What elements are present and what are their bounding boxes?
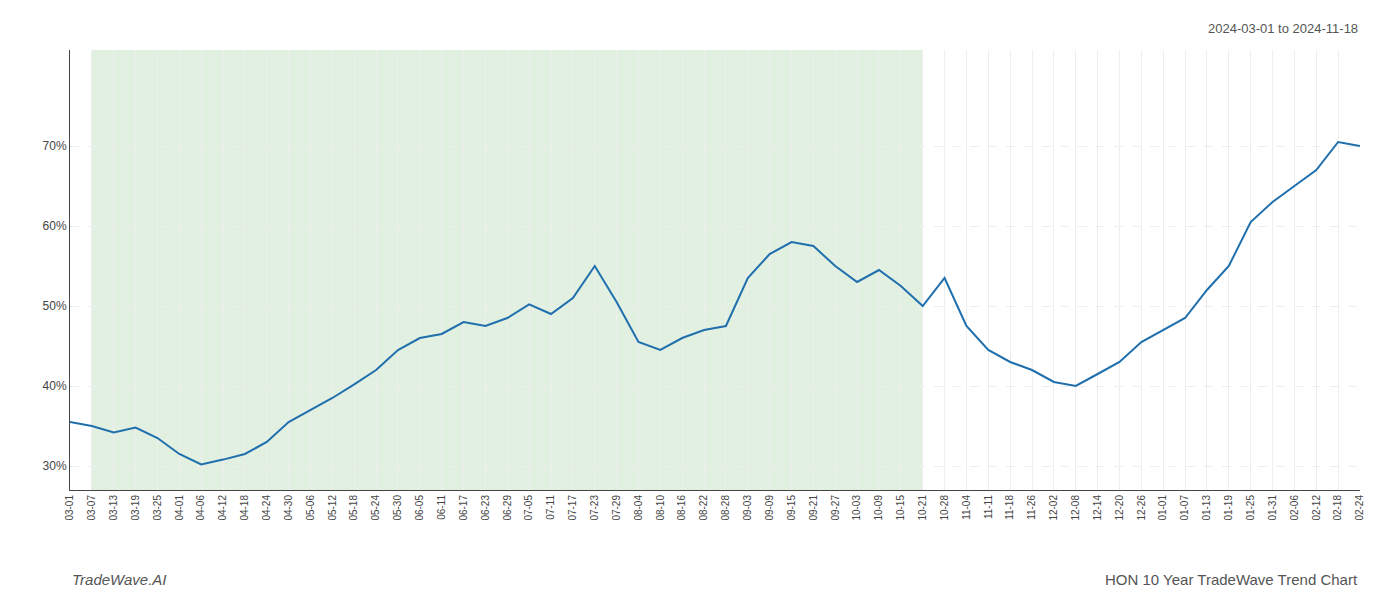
svg-text:12-26: 12-26	[1136, 495, 1147, 521]
svg-text:03-01: 03-01	[64, 495, 75, 521]
svg-text:08-28: 08-28	[720, 495, 731, 521]
svg-text:08-10: 08-10	[655, 495, 666, 521]
svg-text:12-14: 12-14	[1092, 495, 1103, 521]
svg-text:70%: 70%	[43, 139, 67, 153]
svg-text:09-21: 09-21	[808, 495, 819, 521]
svg-text:11-18: 11-18	[1004, 495, 1015, 520]
svg-text:50%: 50%	[43, 299, 67, 313]
svg-text:06-23: 06-23	[480, 495, 491, 521]
svg-text:05-06: 05-06	[305, 495, 316, 521]
svg-text:12-20: 12-20	[1114, 495, 1125, 521]
svg-text:10-09: 10-09	[873, 495, 884, 521]
svg-text:11-11: 11-11	[983, 495, 994, 520]
svg-text:10-03: 10-03	[851, 495, 862, 521]
svg-text:05-30: 05-30	[392, 495, 403, 521]
svg-text:HON 10 Year TradeWave Trend Ch: HON 10 Year TradeWave Trend Chart	[1105, 571, 1358, 588]
svg-text:01-07: 01-07	[1179, 495, 1190, 521]
svg-text:06-29: 06-29	[502, 495, 513, 521]
svg-text:03-13: 03-13	[108, 495, 119, 521]
svg-text:40%: 40%	[43, 379, 67, 393]
svg-text:09-15: 09-15	[786, 495, 797, 521]
svg-text:03-19: 03-19	[130, 495, 141, 521]
svg-text:04-12: 04-12	[217, 495, 228, 521]
svg-text:04-01: 04-01	[174, 495, 185, 521]
svg-text:03-07: 03-07	[86, 495, 97, 521]
svg-text:08-22: 08-22	[698, 495, 709, 521]
svg-text:08-04: 08-04	[633, 495, 644, 521]
svg-text:04-30: 04-30	[283, 495, 294, 521]
svg-text:09-27: 09-27	[830, 495, 841, 521]
svg-text:30%: 30%	[43, 459, 67, 473]
svg-text:06-17: 06-17	[458, 495, 469, 521]
svg-text:04-18: 04-18	[239, 495, 250, 521]
svg-text:07-05: 07-05	[523, 495, 534, 521]
svg-text:01-01: 01-01	[1157, 495, 1168, 521]
svg-text:07-17: 07-17	[567, 495, 578, 521]
svg-text:TradeWave.AI: TradeWave.AI	[72, 571, 166, 588]
svg-text:08-16: 08-16	[676, 495, 687, 521]
svg-text:01-19: 01-19	[1223, 495, 1234, 521]
svg-text:03-25: 03-25	[152, 495, 163, 521]
svg-text:01-13: 01-13	[1201, 495, 1212, 521]
svg-text:06-11: 06-11	[436, 495, 447, 520]
svg-text:07-11: 07-11	[545, 495, 556, 520]
svg-text:06-05: 06-05	[414, 495, 425, 521]
svg-text:01-31: 01-31	[1267, 495, 1278, 521]
svg-text:02-12: 02-12	[1311, 495, 1322, 521]
svg-text:11-04: 11-04	[961, 495, 972, 520]
svg-text:60%: 60%	[43, 219, 67, 233]
svg-text:04-06: 04-06	[195, 495, 206, 521]
svg-text:09-09: 09-09	[764, 495, 775, 521]
svg-text:05-12: 05-12	[327, 495, 338, 521]
svg-text:07-23: 07-23	[589, 495, 600, 521]
svg-text:07-29: 07-29	[611, 495, 622, 521]
svg-text:12-02: 12-02	[1048, 495, 1059, 521]
svg-text:02-06: 02-06	[1289, 495, 1300, 521]
svg-text:11-26: 11-26	[1026, 495, 1037, 520]
svg-text:09-03: 09-03	[742, 495, 753, 521]
svg-text:04-24: 04-24	[261, 495, 272, 521]
svg-text:12-08: 12-08	[1070, 495, 1081, 521]
svg-text:01-25: 01-25	[1245, 495, 1256, 521]
svg-text:02-18: 02-18	[1332, 495, 1343, 521]
svg-text:05-18: 05-18	[348, 495, 359, 521]
svg-text:10-15: 10-15	[895, 495, 906, 521]
svg-text:2024-03-01 to 2024-11-18: 2024-03-01 to 2024-11-18	[1208, 21, 1358, 36]
svg-text:02-24: 02-24	[1354, 495, 1365, 521]
svg-text:10-21: 10-21	[917, 495, 928, 521]
svg-text:10-28: 10-28	[939, 495, 950, 521]
svg-text:05-24: 05-24	[370, 495, 381, 521]
